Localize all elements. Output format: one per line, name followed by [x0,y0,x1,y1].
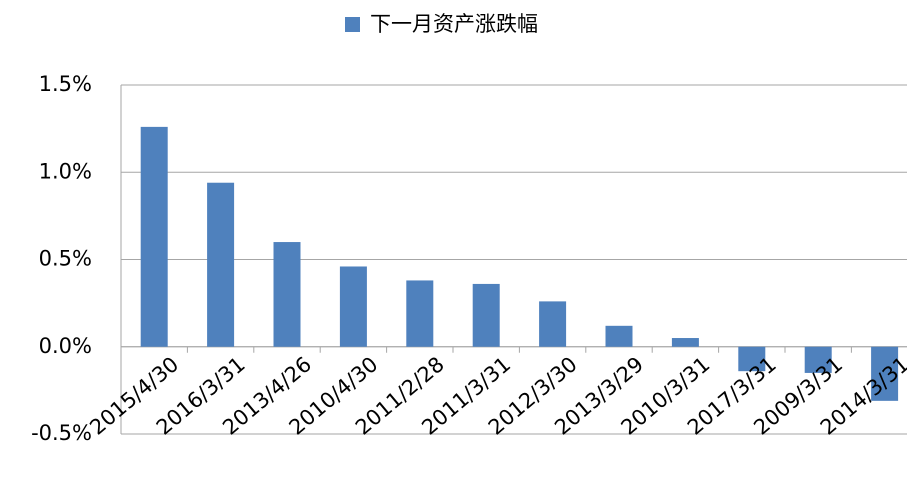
bar [804,346,832,373]
bar [207,182,235,347]
bar [273,242,301,347]
bar [406,280,434,347]
bar [738,346,766,372]
bar [671,338,699,347]
y-tick-label: 0.5% [39,247,92,271]
bar [140,126,168,347]
bar [472,283,500,347]
y-tick-label: 1.5% [39,72,92,96]
legend-label: 下一月资产涨跌幅 [370,12,538,36]
bar [871,346,899,401]
bar [339,266,367,347]
y-tick-label: 1.0% [39,159,92,183]
bar [605,325,633,347]
y-tick-label: -0.5% [31,421,92,445]
bar [539,301,567,347]
legend-swatch [345,17,360,32]
y-tick-label: 0.0% [39,334,92,358]
